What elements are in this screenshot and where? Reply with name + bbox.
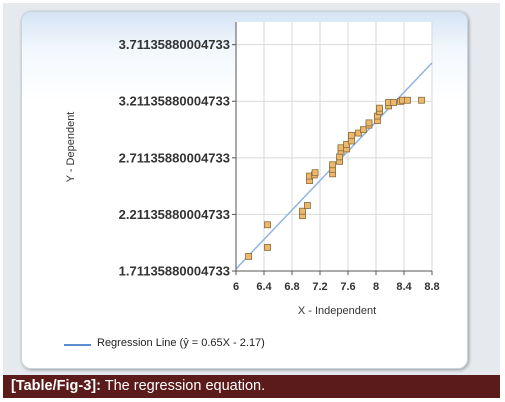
axis-layer: 1.71135880004733 2.21135880004733 2.711358…: [65, 22, 440, 317]
data-point: [359, 126, 367, 134]
figure-caption: [Table/Fig-3]: The regression equation.: [3, 375, 500, 398]
x-tick-label: 6: [233, 281, 239, 293]
x-tick-label: 8.8: [424, 281, 439, 293]
y-tick-label: 2.21135880004733: [119, 207, 230, 222]
y-tick-label: 3.21135880004733: [119, 94, 230, 109]
y-tick-label: 2.71135880004733: [119, 150, 230, 165]
data-point: [348, 137, 355, 145]
points-layer: [245, 96, 425, 260]
x-axis-title: X - Independent: [298, 305, 376, 317]
grid-layer: [235, 22, 433, 272]
data-point: [264, 243, 271, 251]
x-tick-label: 8: [373, 281, 379, 293]
x-tick-label: 7.6: [340, 281, 355, 293]
x-tick-label: 6.4: [256, 281, 272, 293]
data-point: [348, 131, 355, 139]
plot-area: [236, 22, 432, 271]
data-point: [311, 169, 319, 177]
data-point: [336, 153, 344, 161]
data-point: [337, 144, 345, 152]
y-tick-label: 1.71135880004733: [119, 264, 230, 279]
y-axis-title: Y - Dependent: [65, 112, 77, 183]
data-point: [245, 253, 253, 260]
data-point: [376, 104, 383, 112]
data-point: [264, 221, 271, 229]
data-point: [404, 96, 411, 104]
x-tick-label: 8.4: [396, 281, 412, 293]
legend-line-swatch: [64, 344, 91, 346]
data-point: [390, 99, 397, 106]
data-point: [329, 161, 337, 169]
caption-label: [Table/Fig-3]:: [11, 378, 101, 394]
data-point: [365, 119, 373, 127]
x-tick-label: 7.2: [312, 281, 327, 293]
data-point: [418, 96, 425, 104]
data-point: [303, 202, 311, 209]
x-tick-label: 6.8: [284, 281, 299, 293]
data-point: [299, 207, 306, 215]
legend-regression-label: Regression Line (ŷ = 0.65X - 2.17): [97, 337, 265, 349]
y-tick-label: 3.71135880004733: [119, 37, 230, 52]
caption-text: The regression equation.: [100, 378, 266, 394]
